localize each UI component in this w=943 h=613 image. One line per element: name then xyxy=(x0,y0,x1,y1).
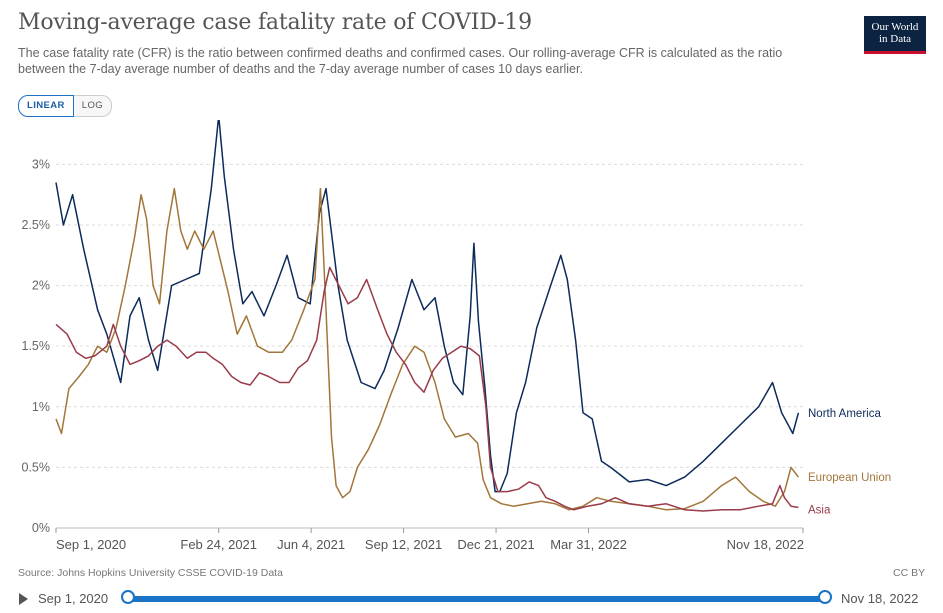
timeline-start-handle[interactable] xyxy=(121,590,135,604)
timeline-track[interactable] xyxy=(128,596,825,602)
series-line-north-america[interactable] xyxy=(55,120,800,493)
series-line-european-union[interactable] xyxy=(55,187,799,511)
logo-line-1: Our World xyxy=(871,21,919,33)
x-axis-ticks: Sep 1, 2020 Feb 24, 2021 Jun 4, 2021 Sep 12… xyxy=(55,528,804,552)
linear-scale-button[interactable]: LINEAR xyxy=(18,95,74,117)
chart-title: Moving-average case fatality rate of COV… xyxy=(18,10,532,35)
x-tick-label: Dec 21, 2021 xyxy=(457,537,534,552)
series-lines xyxy=(55,120,800,512)
play-icon[interactable] xyxy=(19,593,28,605)
logo-accent-bar xyxy=(864,51,926,54)
y-tick-label: 0% xyxy=(32,521,50,535)
timeline-start-label: Sep 1, 2020 xyxy=(38,591,109,606)
legend: North America European Union Asia xyxy=(808,408,891,517)
source-note[interactable]: Source: Johns Hopkins University CSSE CO… xyxy=(18,567,283,579)
series-line-asia[interactable] xyxy=(55,266,799,512)
x-tick-label: Feb 24, 2021 xyxy=(180,537,257,552)
x-tick-label: Nov 18, 2022 xyxy=(727,537,804,552)
log-scale-button[interactable]: LOG xyxy=(73,95,113,117)
legend-label-asia[interactable]: Asia xyxy=(808,504,831,516)
y-tick-label: 0.5% xyxy=(22,460,51,474)
y-tick-label: 2% xyxy=(32,279,50,293)
y-tick-label: 1.5% xyxy=(22,339,51,353)
chart-subtitle: The case fatality rate (CFR) is the rati… xyxy=(18,46,783,76)
x-tick-label: Sep 1, 2020 xyxy=(56,537,126,552)
y-tick-label: 3% xyxy=(32,157,50,171)
license-label[interactable]: CC BY xyxy=(893,567,926,579)
y-axis-ticks: 0% 0.5% 1% 1.5% 2% 2.5% 3% xyxy=(22,157,51,535)
owid-logo[interactable]: Our World in Data xyxy=(864,16,926,54)
logo-line-2: in Data xyxy=(878,33,912,45)
x-tick-label: Mar 31, 2022 xyxy=(550,537,627,552)
legend-label-north-america[interactable]: North America xyxy=(808,408,881,420)
grid-lines xyxy=(56,163,803,529)
y-tick-label: 2.5% xyxy=(22,218,51,232)
scale-toggle: LINEAR LOG xyxy=(18,95,113,117)
x-tick-label: Sep 12, 2021 xyxy=(365,537,442,552)
timeline-end-label: Nov 18, 2022 xyxy=(841,591,919,606)
line-chart[interactable]: 0% 0.5% 1% 1.5% 2% 2.5% 3% Sep 1, 2020 Feb 24, … xyxy=(0,120,943,560)
y-tick-label: 1% xyxy=(32,400,50,414)
x-tick-label: Jun 4, 2021 xyxy=(277,537,345,552)
timeline-end-handle[interactable] xyxy=(818,590,832,604)
timeline-slider[interactable]: Sep 1, 2020 Nov 18, 2022 xyxy=(0,588,943,610)
legend-label-european-union[interactable]: European Union xyxy=(808,472,891,484)
